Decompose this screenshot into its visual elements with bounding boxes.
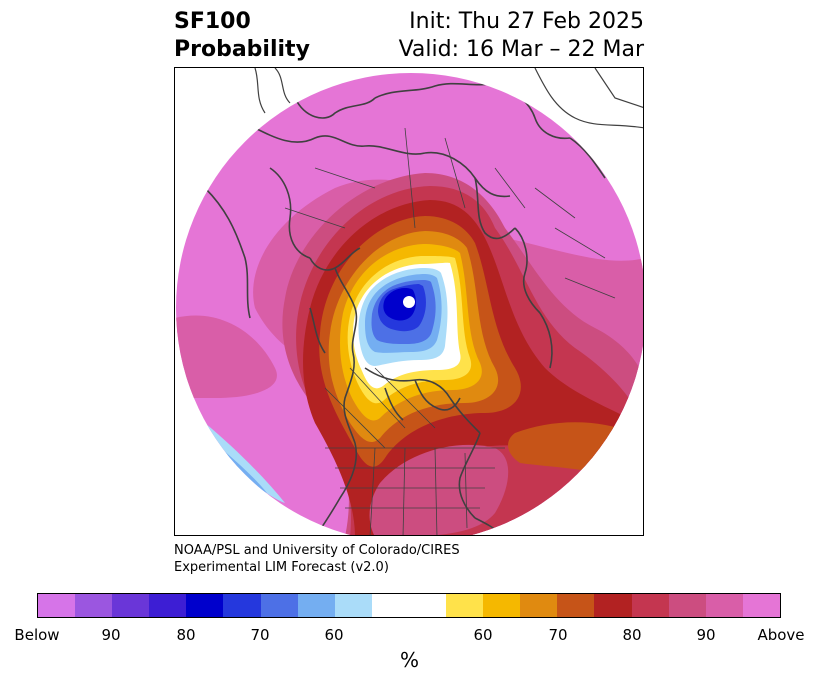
colorbar [37,593,781,618]
field-below-55-pacific [204,423,285,503]
colorbar-segment [557,594,595,617]
colorbar-segment [297,594,335,617]
colorbar-segment [705,594,743,617]
valid-period: Valid: 16 Mar – 22 Mar [398,37,644,62]
colorbar-segment [408,594,447,617]
credit-block: NOAA/PSL and University of Colorado/CIRE… [174,542,460,576]
colorbar-tick-label: 90 [696,626,716,644]
colorbar-tick-label: 80 [622,626,642,644]
colorbar-tick-label: Above [757,626,805,644]
colorbar-segment [112,594,150,617]
colorbar-segment [38,594,76,617]
colorbar-segment [260,594,298,617]
colorbar-segment [742,594,780,617]
colorbar-segment [334,594,372,617]
colorbar-segment [483,594,521,617]
product-subtitle: Probability [174,37,310,62]
field-above-90-west [176,315,277,398]
colorbar-tick-label: 60 [473,626,493,644]
colorbar-tick-label: 90 [101,626,121,644]
colorbar-segment [631,594,669,617]
credit-line-2: Experimental LIM Forecast (v2.0) [174,560,389,575]
colorbar-tick-label: 70 [548,626,568,644]
colorbar-segment [186,594,224,617]
colorbar-segment [594,594,632,617]
polar-map [176,68,643,535]
init-date: Init: Thu 27 Feb 2025 [409,9,644,34]
colorbar-tick-label: 80 [176,626,196,644]
colorbar-tick-label: 70 [250,626,270,644]
colorbar-unit: % [399,648,419,672]
colorbar-segment [149,594,187,617]
colorbar-segment [371,594,409,617]
coastlines [204,82,606,535]
colorbar-segment [520,594,558,617]
colorbar-tick-label: Below [14,626,60,644]
colorbar-segment [223,594,261,617]
product-title: SF100 [174,9,251,34]
colorbar-segment [446,594,484,617]
colorbar-tick-label: 60 [324,626,344,644]
pole-marker [403,296,415,308]
credit-line-1: NOAA/PSL and University of Colorado/CIRE… [174,543,460,558]
colorbar-tick-labels: Below 90 80 70 60 60 70 80 90 Above [0,626,819,646]
colorbar-segment [668,594,706,617]
map-frame [174,67,644,536]
colorbar-segment [75,594,113,617]
political-borders [284,127,616,535]
title-product-block: SF100 Probability [174,8,310,64]
outer-land-beyond-disk [254,68,643,129]
forecast-dates-block: Init: Thu 27 Feb 2025 Valid: 16 Mar – 22… [399,8,644,64]
